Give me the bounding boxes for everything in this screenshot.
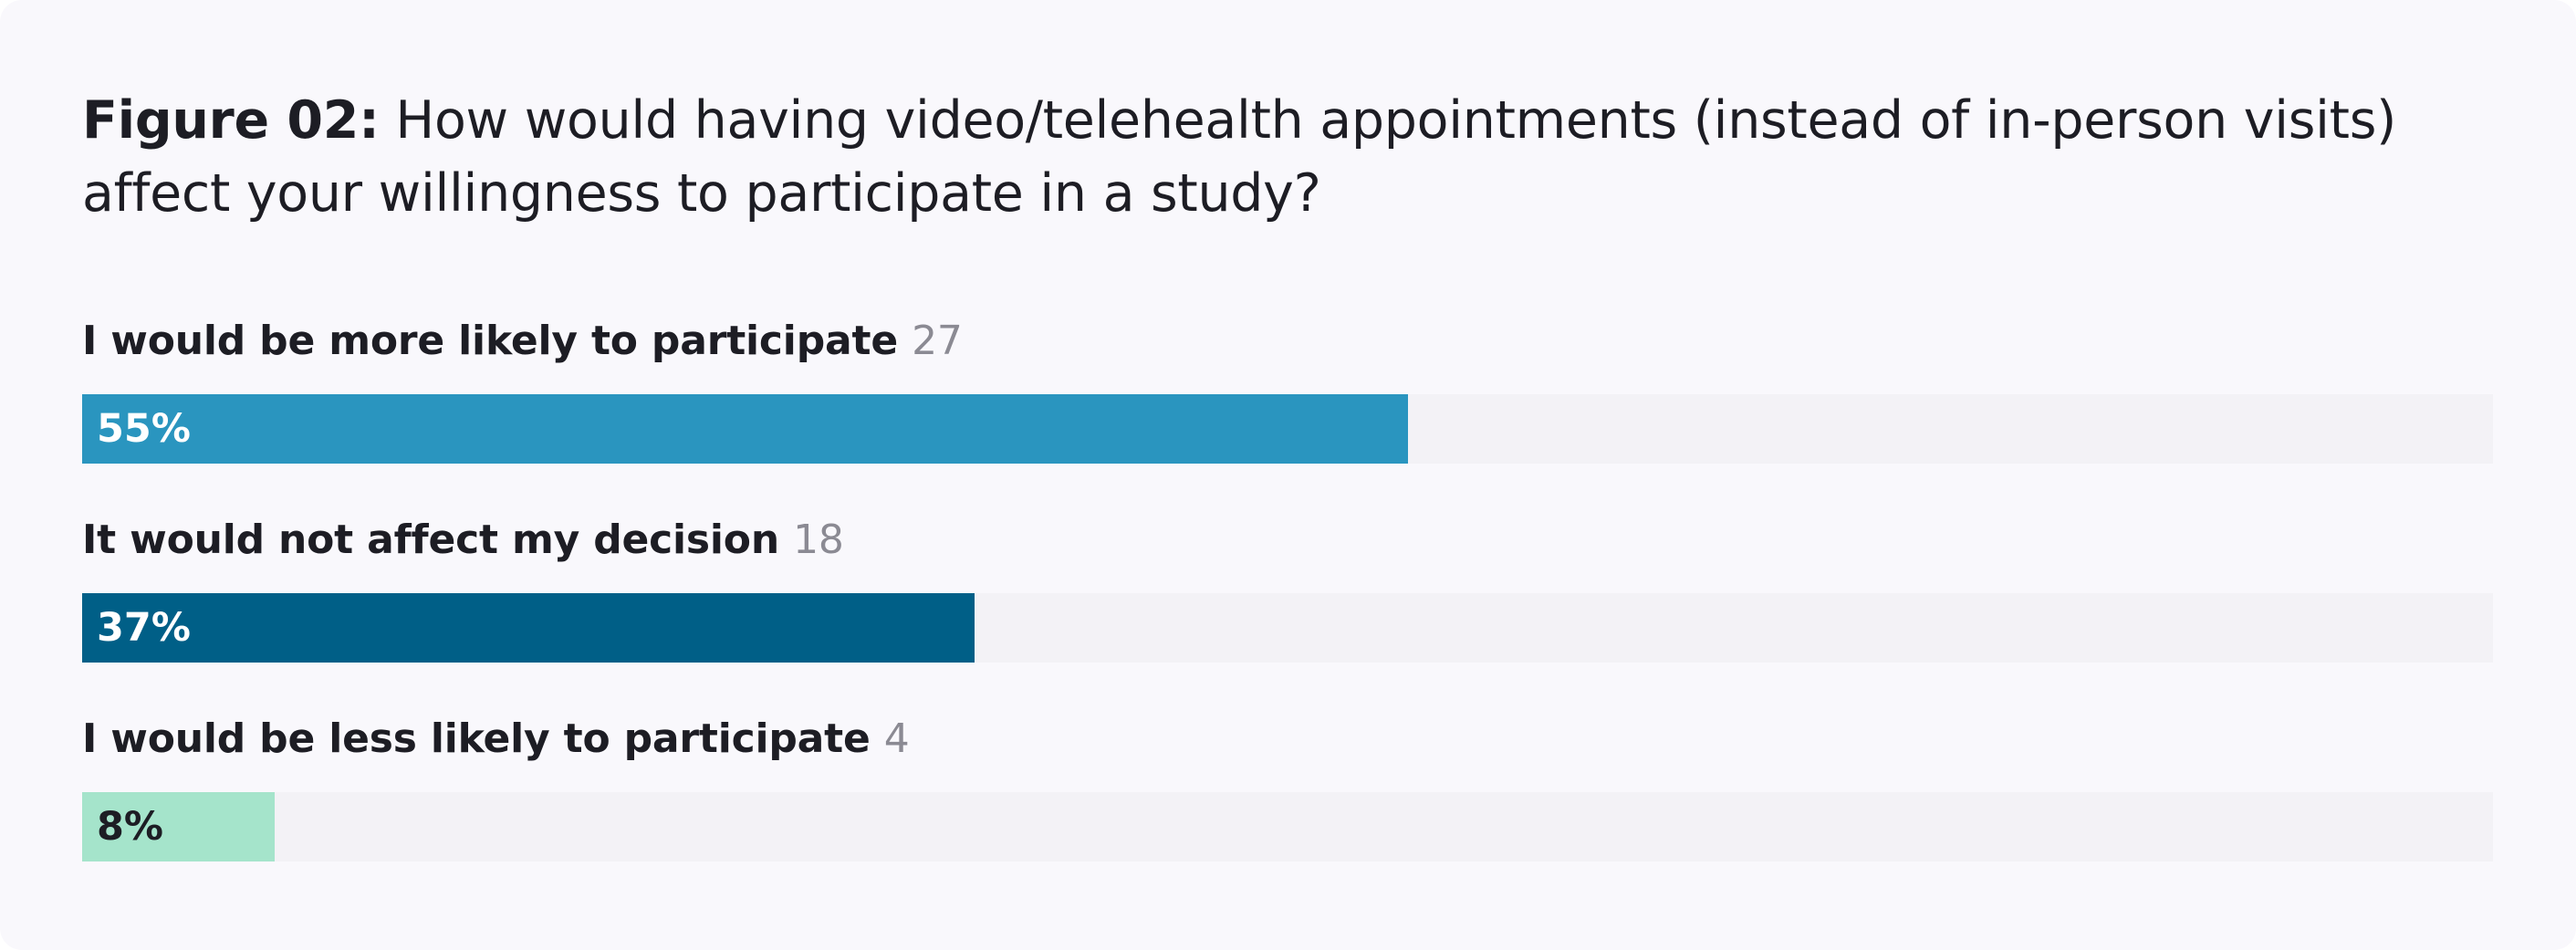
bar-value-label: 8% (97, 804, 164, 850)
bar-track: 55% (82, 394, 2493, 464)
category-name: I would be less likely to participate (82, 715, 871, 762)
category-label: I would be less likely to participate 4 (82, 714, 910, 765)
bar-value-label: 37% (97, 605, 191, 651)
figure-title: Figure 02: How would having video/telehe… (82, 84, 2509, 230)
category-name: I would be more likely to participate (82, 318, 898, 364)
bar-value-label: 55% (97, 406, 191, 452)
figure-question: How would having video/telehealth appoin… (82, 90, 2397, 224)
category-label: I would be more likely to participate 27 (82, 316, 963, 367)
response-count: 18 (793, 517, 844, 563)
bar (82, 792, 275, 861)
category-label: It would not affect my decision 18 (82, 515, 844, 566)
category-name: It would not affect my decision (82, 517, 779, 563)
response-count: 4 (883, 715, 910, 762)
bar (82, 394, 1408, 464)
bar (82, 593, 975, 663)
figure-label: Figure 02: (82, 90, 380, 151)
bar-track: 37% (82, 593, 2493, 663)
response-count: 27 (912, 318, 963, 364)
bar-track: 8% (82, 792, 2493, 861)
